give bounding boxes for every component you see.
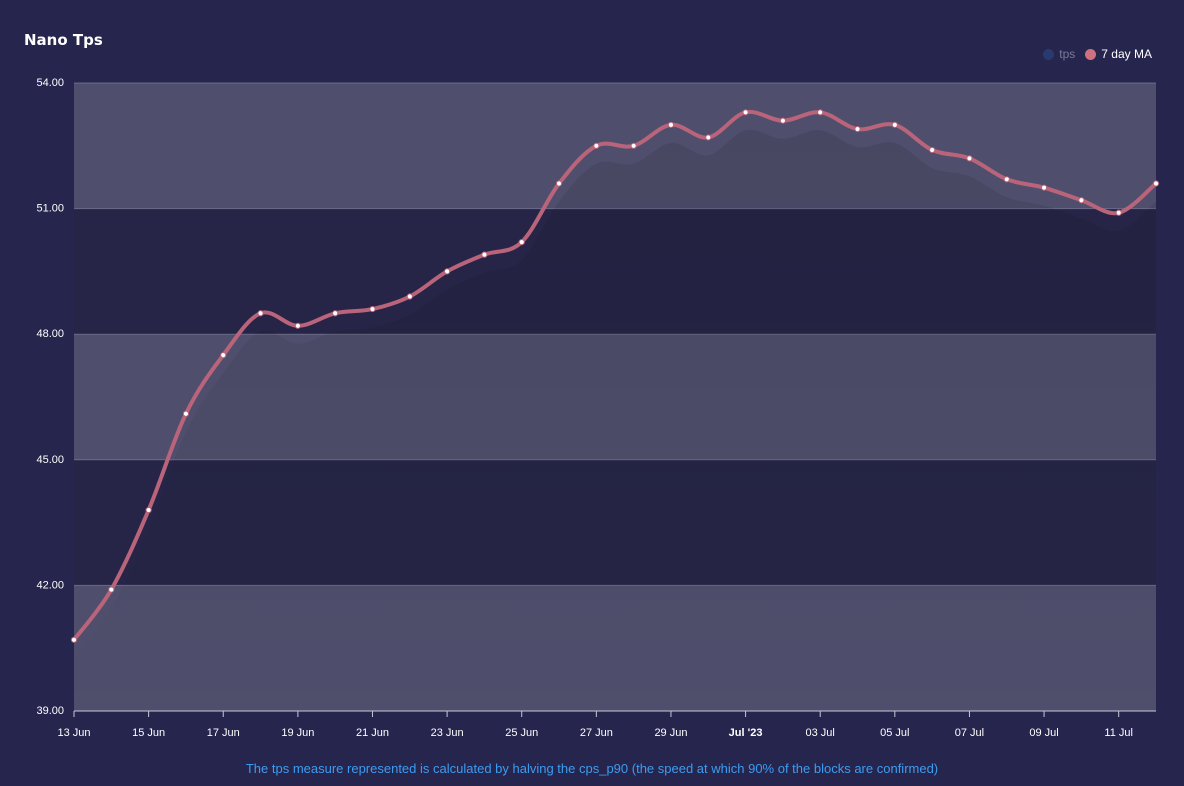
legend-label-7-day-ma: 7 day MA: [1101, 47, 1152, 61]
y-tick-label: 45.00: [36, 454, 64, 466]
data-point[interactable]: [854, 125, 861, 133]
data-point[interactable]: [518, 238, 525, 246]
data-point[interactable]: [220, 352, 227, 359]
data-point[interactable]: [1040, 184, 1048, 191]
data-point[interactable]: [1003, 176, 1010, 183]
legend-item-tps[interactable]: tps: [1043, 47, 1075, 61]
x-tick-label: 25 Jun: [505, 727, 538, 739]
data-point[interactable]: [630, 142, 637, 149]
data-point[interactable]: [369, 305, 376, 313]
x-tick-label: 05 Jul: [880, 727, 909, 739]
data-point[interactable]: [257, 310, 264, 317]
x-tick-label: 29 Jun: [654, 727, 687, 739]
data-point[interactable]: [1152, 180, 1160, 187]
x-tick-label: Jul '23: [729, 727, 763, 739]
legend-label-tps: tps: [1059, 47, 1076, 61]
data-point[interactable]: [779, 117, 786, 124]
x-tick-label: 11 Jul: [1104, 727, 1133, 739]
data-point[interactable]: [705, 134, 712, 141]
x-tick-label: 13 Jun: [57, 727, 90, 739]
data-point[interactable]: [332, 310, 339, 317]
data-point[interactable]: [108, 586, 115, 593]
x-tick-label: 27 Jun: [580, 727, 613, 739]
chart-title: Nano Tps: [24, 31, 103, 49]
x-tick-label: 17 Jun: [207, 727, 240, 739]
data-point[interactable]: [966, 155, 973, 162]
data-point[interactable]: [70, 636, 78, 643]
x-tick-label: 21 Jun: [356, 727, 389, 739]
x-tick-label: 19 Jun: [281, 727, 314, 739]
series-shadow: [74, 129, 1156, 729]
series-layer: [70, 109, 1160, 729]
legend-swatch-tps-icon: [1043, 48, 1055, 60]
data-point[interactable]: [182, 410, 190, 417]
data-point[interactable]: [742, 109, 749, 116]
data-point[interactable]: [891, 121, 898, 128]
y-tick-label: 51.00: [36, 203, 64, 215]
data-point[interactable]: [1078, 197, 1085, 204]
data-point[interactable]: [145, 506, 152, 514]
data-point[interactable]: [1115, 209, 1122, 216]
x-tick-label: 23 Jun: [431, 727, 464, 739]
data-point[interactable]: [667, 121, 675, 128]
data-point[interactable]: [817, 109, 824, 116]
y-tick-label: 54.00: [36, 77, 64, 89]
data-point[interactable]: [294, 322, 301, 329]
data-point[interactable]: [481, 251, 488, 258]
y-axis: 39.00 42.00 45.00 48.00 51.00 54.00: [36, 77, 64, 717]
y-tick-label: 42.00: [36, 579, 64, 591]
x-tick-label: 15 Jun: [132, 727, 165, 739]
legend-item-7-day-ma[interactable]: 7 day MA: [1085, 47, 1152, 61]
x-tick-label: 07 Jul: [955, 727, 984, 739]
footnote: The tps measure represented is calculate…: [245, 761, 939, 776]
x-tick-label: 03 Jul: [806, 727, 835, 739]
data-point[interactable]: [555, 180, 563, 187]
x-tick-label: 09 Jul: [1029, 727, 1058, 739]
data-point[interactable]: [406, 293, 413, 300]
data-point[interactable]: [593, 142, 600, 149]
legend[interactable]: tps 7 day MA: [1043, 47, 1152, 61]
data-point[interactable]: [929, 146, 936, 154]
y-tick-label: 48.00: [36, 328, 64, 340]
data-point[interactable]: [444, 268, 451, 275]
y-tick-label: 39.00: [36, 705, 64, 717]
legend-swatch-ma-icon: [1085, 48, 1097, 60]
